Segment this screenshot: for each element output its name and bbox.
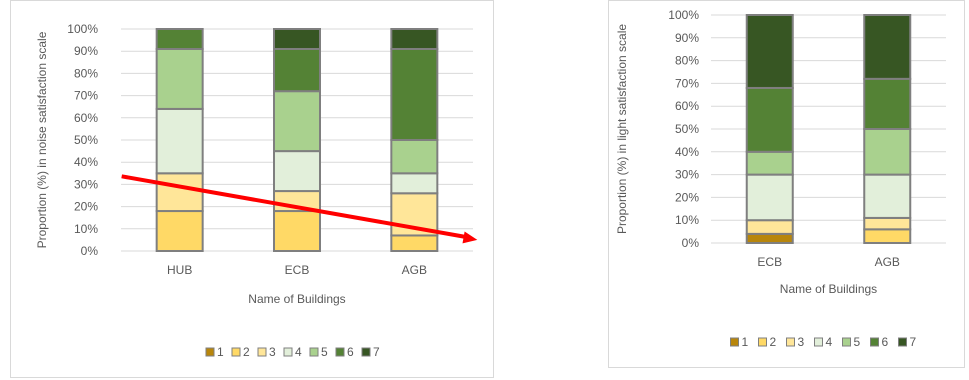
- legend-label-4: 4: [295, 345, 302, 359]
- bar-segment-agb-6: [390, 47, 439, 141]
- bar-segment-agb-2: [390, 234, 439, 253]
- legend-label-7: 7: [910, 335, 917, 349]
- y-axis-title: Proportion (%) in light satisfaction sca…: [615, 24, 629, 234]
- bar-segment-ecb-7: [745, 14, 794, 89]
- bar-segment-hub-4: [155, 107, 204, 175]
- y-tick-label: 90%: [675, 31, 699, 45]
- bar-segment-agb-5: [390, 139, 439, 175]
- y-tick-label: 70%: [675, 76, 699, 90]
- legend-label-1: 1: [217, 345, 224, 359]
- bar-segment-agb-6: [863, 77, 912, 130]
- legend-swatch-5: [842, 337, 851, 347]
- legend-swatch-3: [257, 347, 267, 357]
- bar-segment-ecb-6: [745, 86, 794, 153]
- legend-label-4: 4: [826, 335, 833, 349]
- legend-label-6: 6: [882, 335, 889, 349]
- bar-segment-agb-7: [390, 28, 439, 50]
- bar-segment-ecb-4: [273, 150, 321, 193]
- legend-label-3: 3: [798, 335, 805, 349]
- bar-segment-hub-2: [155, 210, 204, 252]
- legend-label-2: 2: [770, 335, 777, 349]
- trend-arrow-shaft: [121, 174, 466, 239]
- legend-label-1: 1: [742, 335, 749, 349]
- legend-swatch-2: [758, 337, 767, 347]
- bar-segment-hub-6: [155, 28, 204, 50]
- legend-label-5: 5: [854, 335, 861, 349]
- y-tick-label: 20%: [74, 200, 98, 214]
- legend-swatch-7: [898, 337, 907, 347]
- y-tick-label: 50%: [74, 133, 98, 147]
- noise-chart: 0% 10% 20% 30% 40% 50% 60% 70% 80% 90% 100% HUB ECB A…: [35, 22, 478, 359]
- trend-arrow-head: [462, 231, 478, 244]
- y-tick-label: 10%: [74, 222, 98, 236]
- bar-segment-agb-7: [863, 14, 912, 80]
- y-tick-label: 80%: [74, 66, 98, 80]
- y-tick-label: 60%: [675, 99, 699, 113]
- bar-segment-ecb-4: [745, 173, 794, 222]
- y-tick-label: 0%: [81, 244, 99, 258]
- y-tick-label: 90%: [74, 44, 98, 58]
- x-category-label: AGB: [402, 263, 427, 277]
- y-axis-title: Proportion (%) in noise satisfaction sca…: [35, 31, 49, 248]
- bar-segment-agb-3: [863, 216, 912, 231]
- x-category-label: ECB: [285, 263, 310, 277]
- legend-label-6: 6: [347, 345, 354, 359]
- bar-segment-ecb-1: [745, 232, 794, 245]
- y-tick-label: 60%: [74, 111, 98, 125]
- legend-swatch-4: [283, 347, 293, 357]
- y-tick-label: 40%: [74, 155, 98, 169]
- y-tick-label: 80%: [675, 54, 699, 68]
- light-chart-panel: 0% 10% 20% 30% 40% 50% 60% 70% 80% 90% 100% ECB AGB N…: [608, 0, 965, 368]
- x-category-label: HUB: [167, 263, 192, 277]
- noise-chart-panel: 0% 10% 20% 30% 40% 50% 60% 70% 80% 90% 100% HUB ECB A…: [10, 0, 494, 378]
- bar-segment-ecb-5: [273, 90, 321, 153]
- bar-segment-ecb-5: [745, 150, 794, 176]
- bar-segment-ecb-2: [273, 210, 321, 252]
- x-category-label: AGB: [875, 255, 900, 269]
- y-tick-label: 50%: [675, 122, 699, 136]
- y-tick-label: 20%: [675, 190, 699, 204]
- legend-label-5: 5: [321, 345, 328, 359]
- legend-swatch-2: [231, 347, 241, 357]
- bar-segment-ecb-6: [273, 47, 321, 93]
- legend-swatch-7: [361, 347, 371, 357]
- y-tick-label: 40%: [675, 145, 699, 159]
- legend-label-7: 7: [373, 345, 380, 359]
- x-category-label: ECB: [757, 255, 782, 269]
- y-tick-label: 30%: [675, 168, 699, 182]
- bar-segment-ecb-3: [745, 219, 794, 235]
- bar-segment-agb-4: [863, 173, 912, 219]
- bar-segment-agb-4: [390, 172, 439, 195]
- legend-swatch-1: [730, 337, 739, 347]
- legend-swatch-1: [205, 347, 215, 357]
- legend-label-3: 3: [269, 345, 276, 359]
- y-tick-label: 70%: [74, 89, 98, 103]
- y-tick-label: 100%: [668, 8, 699, 22]
- legend-swatch-4: [814, 337, 823, 347]
- y-tick-label: 100%: [67, 22, 98, 36]
- x-axis-title: Name of Buildings: [248, 292, 345, 306]
- bar-segment-ecb-7: [273, 28, 321, 50]
- legend-swatch-6: [870, 337, 879, 347]
- bar-segment-hub-5: [155, 47, 204, 110]
- light-chart: 0% 10% 20% 30% 40% 50% 60% 70% 80% 90% 100% ECB AGB N…: [615, 8, 946, 349]
- legend-swatch-5: [309, 347, 319, 357]
- legend-swatch-3: [786, 337, 795, 347]
- y-tick-label: 0%: [682, 236, 700, 250]
- bar-segment-hub-3: [155, 172, 204, 213]
- legend-label-2: 2: [243, 345, 250, 359]
- bar-segment-agb-2: [863, 228, 912, 245]
- legend-swatch-6: [335, 347, 345, 357]
- x-axis-title: Name of Buildings: [780, 282, 877, 296]
- bar-segment-agb-5: [863, 128, 912, 176]
- y-tick-label: 10%: [675, 213, 699, 227]
- y-tick-label: 30%: [74, 177, 98, 191]
